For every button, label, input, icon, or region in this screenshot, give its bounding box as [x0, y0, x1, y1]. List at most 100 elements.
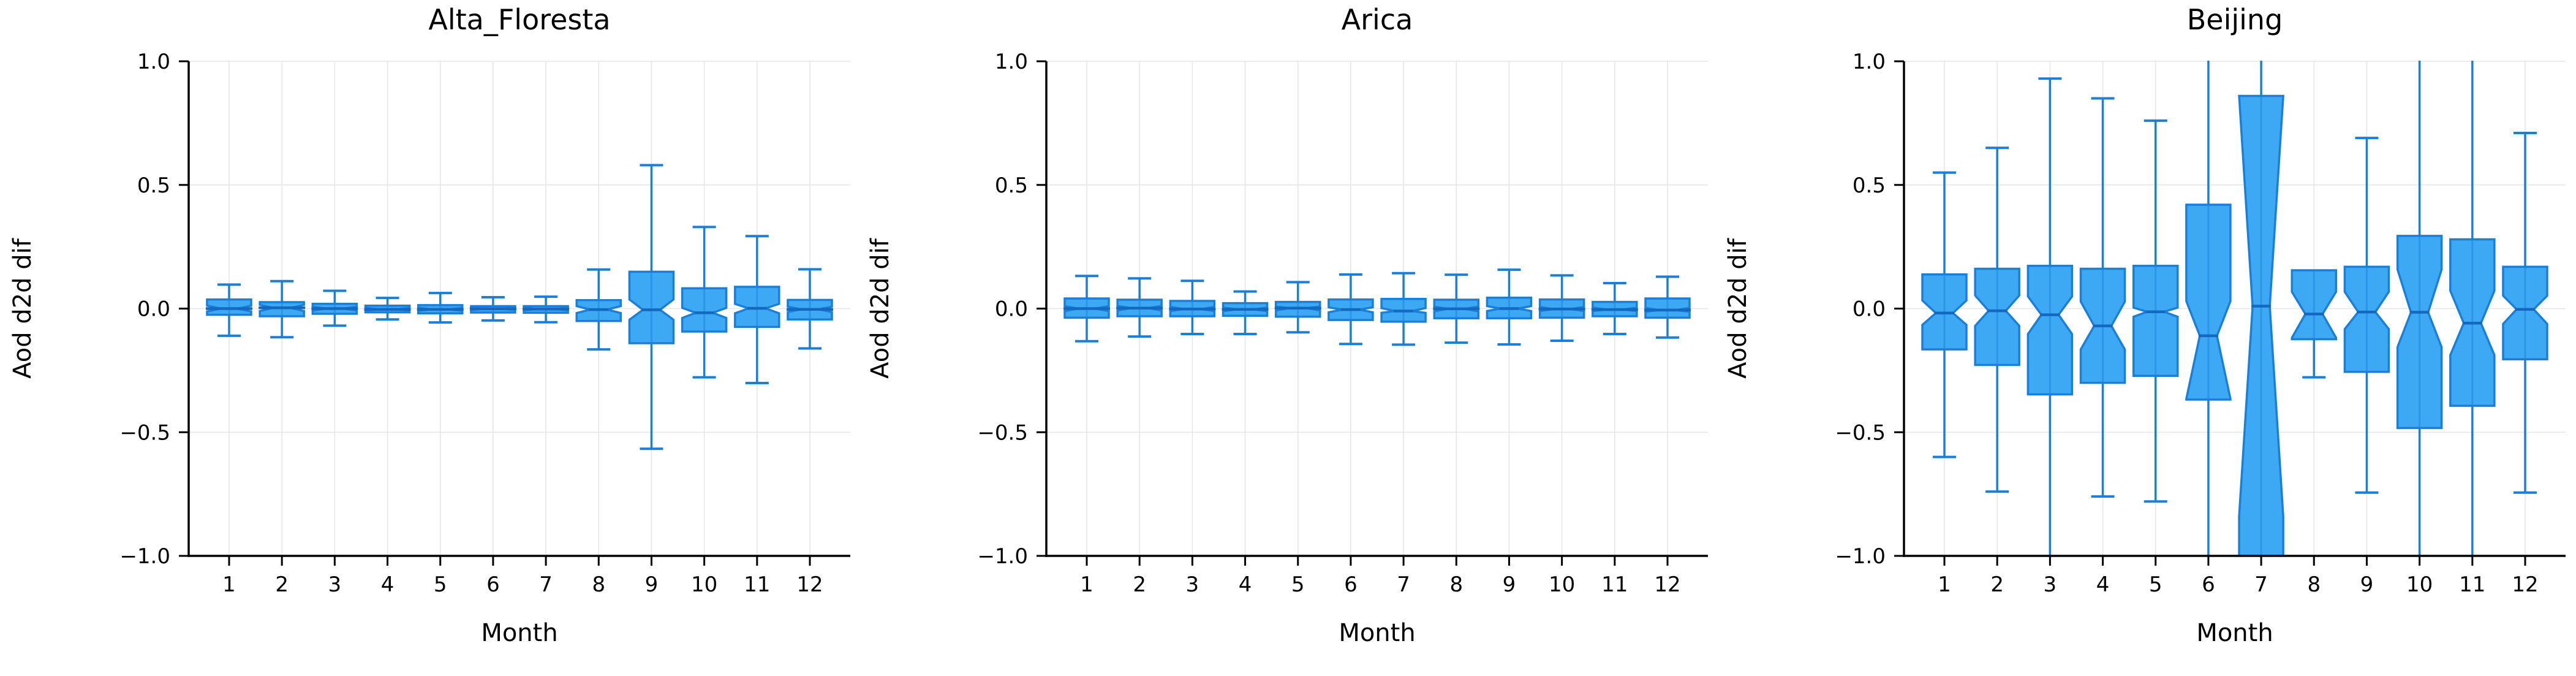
box-month-8	[1433, 273, 1480, 344]
y-tick-label: 0.5	[137, 173, 170, 198]
box-month-6	[1328, 273, 1374, 346]
notched-box	[2026, 264, 2074, 396]
box-month-4	[1222, 290, 1269, 336]
subplot-title: Beijing	[2187, 3, 2283, 36]
box-month-5	[1274, 281, 1321, 334]
x-tick-label: 7	[1397, 572, 1410, 597]
x-tick-label: 10	[691, 572, 717, 597]
notched-box	[2185, 203, 2232, 401]
x-tick-label: 11	[1601, 572, 1628, 597]
x-tick-label: 5	[1291, 572, 1305, 597]
x-tick-label: 11	[2459, 572, 2485, 597]
x-tick-label: 5	[2149, 572, 2162, 597]
subplot-title: Arica	[1342, 3, 1413, 36]
box-month-4	[364, 297, 411, 321]
x-tick-label: 6	[2202, 572, 2215, 597]
y-tick-label: 1.0	[137, 50, 170, 74]
box-month-2	[1116, 277, 1163, 338]
box-month-1	[1063, 275, 1110, 343]
box-month-11	[734, 235, 780, 384]
box-month-7	[2238, 61, 2284, 556]
x-tick-label: 2	[1133, 572, 1146, 597]
y-axis-label: Aod d2d dif	[9, 238, 37, 379]
y-tick-label: 0.0	[137, 297, 170, 322]
box-month-12	[1644, 275, 1691, 339]
x-tick-label: 4	[2096, 572, 2110, 597]
y-axis-label: Aod d2d dif	[866, 238, 894, 379]
box-month-10	[681, 226, 728, 379]
notched-box	[2132, 264, 2179, 378]
box-month-12	[2502, 132, 2548, 494]
x-axis-label: Month	[481, 619, 557, 647]
x-tick-label: 4	[1239, 572, 1252, 597]
x-tick-label: 3	[2044, 572, 2057, 597]
notched-box	[2396, 235, 2443, 430]
y-tick-label: 0.0	[995, 297, 1028, 322]
boxes-group	[206, 164, 833, 450]
x-tick-label: 8	[1449, 572, 1463, 597]
x-tick-label: 4	[381, 572, 395, 597]
notched-box	[1974, 267, 2020, 366]
box-month-2	[259, 279, 306, 339]
box-month-9	[1486, 268, 1533, 346]
box-month-10	[1538, 274, 1585, 342]
x-tick-label: 9	[645, 572, 659, 597]
y-tick-label: −1.0	[119, 544, 170, 569]
box-month-8	[575, 268, 622, 351]
x-tick-label: 12	[2512, 572, 2538, 597]
box-month-7	[523, 295, 570, 324]
x-tick-label: 3	[1186, 572, 1199, 597]
y-tick-label: −0.5	[1835, 420, 1886, 445]
box-month-3	[2026, 77, 2074, 556]
notched-box	[681, 287, 728, 333]
y-tick-label: −1.0	[977, 544, 1028, 569]
box-month-2	[1974, 146, 2020, 493]
box-month-5	[417, 292, 464, 324]
box-month-11	[2449, 61, 2496, 556]
x-tick-label: 12	[1654, 572, 1680, 597]
x-tick-label: 7	[2254, 572, 2268, 597]
y-tick-label: 0.5	[995, 173, 1028, 198]
box-month-3	[1169, 279, 1216, 336]
notched-box	[2502, 265, 2548, 360]
y-tick-label: −0.5	[977, 420, 1028, 445]
x-tick-label: 9	[1503, 572, 1516, 597]
box-month-5	[2132, 119, 2179, 503]
box-month-6	[2185, 61, 2232, 556]
box-month-3	[311, 289, 358, 327]
x-axis-label: Month	[1339, 619, 1415, 647]
y-tick-label: −1.0	[1835, 544, 1886, 569]
box-month-1	[206, 283, 252, 337]
x-tick-label: 8	[592, 572, 605, 597]
box-month-9	[628, 164, 675, 450]
box-month-1	[1921, 171, 1968, 458]
x-tick-label: 1	[222, 572, 236, 597]
subplot-beijing: 1.00.50.0−0.5−1.01 2 3 4 5 6 7 8 9 10 11 12BeijingM…	[1724, 3, 2566, 647]
notched-box	[734, 286, 780, 329]
x-tick-label: 2	[1990, 572, 2004, 597]
box-month-6	[469, 295, 516, 322]
notched-box	[628, 270, 675, 344]
box-month-9	[2343, 137, 2390, 494]
subplot-title: Alta_Floresta	[428, 3, 610, 36]
y-tick-label: 0.0	[1853, 297, 1886, 322]
x-tick-label: 10	[1549, 572, 1575, 597]
box-month-4	[2079, 97, 2126, 498]
x-tick-label: 2	[275, 572, 289, 597]
subplot-alta_floresta: 1.00.50.0−0.5−1.01 2 3 4 5 6 7 8 9 10 11 12Alta_Flo…	[9, 3, 850, 647]
x-tick-label: 12	[796, 572, 823, 597]
notched-box	[2343, 265, 2390, 373]
y-tick-label: 1.0	[1853, 50, 1886, 74]
notched-box	[2238, 94, 2284, 556]
box-month-7	[1380, 272, 1427, 346]
x-tick-label: 9	[2360, 572, 2374, 597]
boxes-group	[1921, 61, 2548, 556]
box-month-8	[2291, 269, 2338, 379]
x-tick-label: 3	[328, 572, 342, 597]
y-tick-label: −0.5	[119, 420, 170, 445]
x-tick-label: 11	[744, 572, 770, 597]
y-tick-label: 0.5	[1853, 173, 1886, 198]
box-month-11	[1591, 281, 1638, 336]
